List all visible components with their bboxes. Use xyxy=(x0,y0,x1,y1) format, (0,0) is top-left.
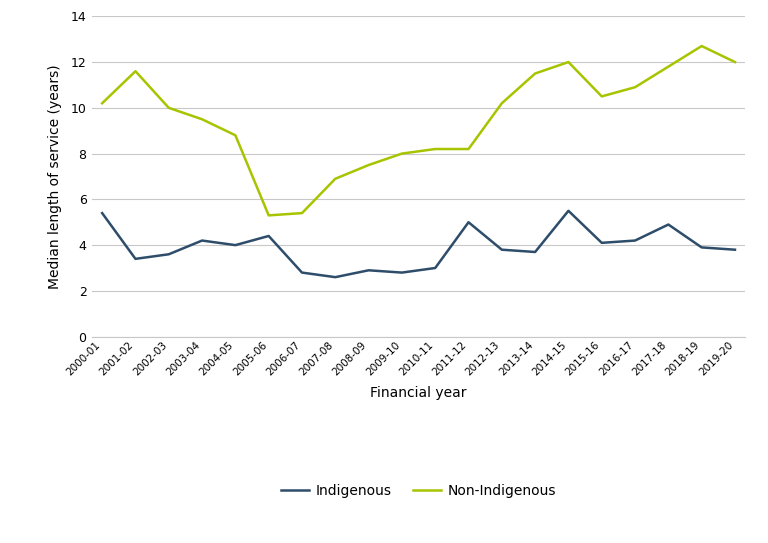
Indigenous xyxy=(264,233,273,239)
Indigenous xyxy=(397,269,406,276)
Non-Indigenous xyxy=(431,146,440,152)
Legend: Indigenous, Non-Indigenous: Indigenous, Non-Indigenous xyxy=(276,478,561,503)
Indigenous xyxy=(230,242,240,248)
Non-Indigenous xyxy=(364,162,373,168)
Non-Indigenous xyxy=(531,70,540,77)
Indigenous xyxy=(697,244,707,251)
Non-Indigenous xyxy=(297,210,306,216)
Non-Indigenous xyxy=(131,68,140,74)
Indigenous xyxy=(564,207,573,214)
Indigenous xyxy=(464,219,473,225)
Non-Indigenous xyxy=(464,146,473,152)
Indigenous xyxy=(98,210,107,216)
Indigenous xyxy=(598,239,607,246)
Indigenous xyxy=(364,267,373,274)
Non-Indigenous xyxy=(98,100,107,106)
Non-Indigenous xyxy=(230,132,240,138)
Non-Indigenous xyxy=(164,105,174,111)
Non-Indigenous xyxy=(598,93,607,100)
Non-Indigenous xyxy=(697,43,707,49)
Non-Indigenous xyxy=(397,150,406,157)
Indigenous xyxy=(497,247,506,253)
Y-axis label: Median length of service (years): Median length of service (years) xyxy=(48,64,62,289)
Indigenous xyxy=(631,237,640,244)
Indigenous xyxy=(164,251,174,257)
Indigenous xyxy=(197,237,207,244)
Non-Indigenous xyxy=(264,212,273,219)
Non-Indigenous xyxy=(631,84,640,91)
Indigenous xyxy=(431,265,440,272)
Indigenous xyxy=(531,249,540,255)
Indigenous xyxy=(664,221,673,228)
Non-Indigenous xyxy=(730,59,740,65)
Indigenous xyxy=(297,269,306,276)
Non-Indigenous xyxy=(564,59,573,65)
Line: Non-Indigenous: Non-Indigenous xyxy=(102,46,735,216)
Non-Indigenous xyxy=(197,116,207,123)
X-axis label: Financial year: Financial year xyxy=(370,386,467,400)
Non-Indigenous xyxy=(497,100,506,106)
Indigenous xyxy=(331,274,340,280)
Non-Indigenous xyxy=(664,64,673,70)
Line: Indigenous: Indigenous xyxy=(102,211,735,277)
Non-Indigenous xyxy=(331,175,340,182)
Indigenous xyxy=(131,256,140,262)
Indigenous xyxy=(730,247,740,253)
